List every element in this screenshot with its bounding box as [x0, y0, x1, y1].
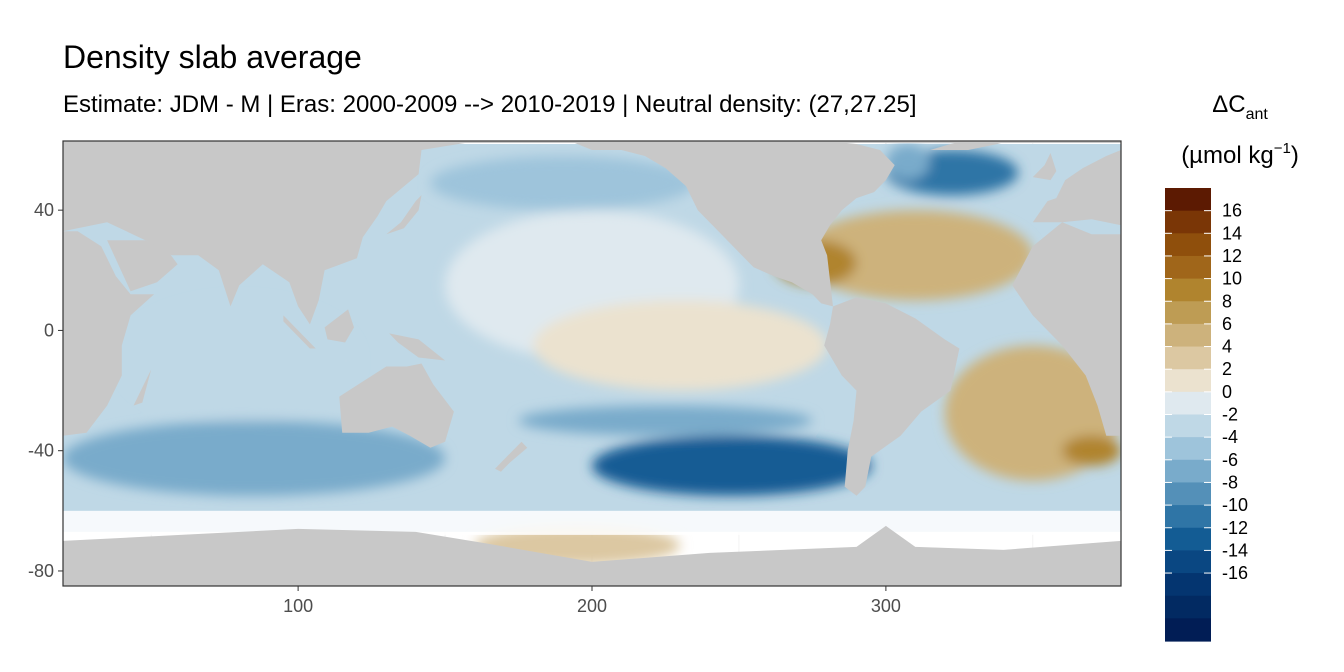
- legend-swatch: [1165, 278, 1211, 302]
- africa-shape: [63, 231, 155, 436]
- legend-label: 14: [1222, 223, 1242, 243]
- eurasia-shape: [63, 141, 478, 325]
- legend-label: -10: [1222, 495, 1248, 515]
- british-isles-shape: [1032, 153, 1057, 181]
- arctic-shape: [63, 141, 1121, 143]
- north-america-shape: [569, 141, 895, 307]
- iceland-shape: [992, 135, 1021, 141]
- legend-swatch: [1165, 505, 1211, 529]
- legend-swatch: [1165, 459, 1211, 484]
- legend-swatch: [1165, 618, 1211, 642]
- x-tick-label: 100: [283, 596, 313, 616]
- legend-swatch: [1165, 301, 1211, 325]
- legend-label: -12: [1222, 518, 1248, 538]
- legend-label: 10: [1222, 269, 1242, 289]
- legend-title-line1: ΔCant: [1212, 91, 1268, 123]
- y-tick-label: 40: [34, 200, 54, 220]
- legend-swatch: [1165, 391, 1211, 416]
- legend-swatch: [1165, 414, 1211, 438]
- sumatra-shape: [283, 315, 316, 349]
- greenland-shape: [930, 141, 1008, 150]
- region-patch: [885, 144, 930, 181]
- legend-swatch: [1165, 573, 1211, 597]
- region-patch: [63, 420, 446, 496]
- legend-colorbar: [1165, 188, 1211, 642]
- region-patch: [592, 435, 872, 496]
- legend-swatch: [1165, 369, 1211, 393]
- y-tick-label: -40: [28, 441, 54, 461]
- legend-label: -16: [1222, 563, 1248, 583]
- x-tick-label: 200: [577, 596, 607, 616]
- legend-label: 6: [1222, 314, 1232, 334]
- madagascar-shape: [133, 369, 152, 406]
- arabia-shape: [107, 240, 178, 292]
- legend-label: 2: [1222, 359, 1232, 379]
- legend-swatch: [1165, 346, 1211, 370]
- legend-swatch: [1165, 595, 1211, 619]
- x-tick-label: 300: [871, 596, 901, 616]
- region-patch: [518, 405, 813, 436]
- legend-swatch: [1165, 255, 1211, 280]
- legend-label: 8: [1222, 291, 1232, 311]
- legend-swatch: [1165, 482, 1211, 506]
- legend-label: -6: [1222, 450, 1238, 470]
- legend-swatch: [1165, 323, 1211, 348]
- legend-label: 12: [1222, 246, 1242, 266]
- australia-shape: [339, 363, 454, 448]
- legend-swatch: [1165, 527, 1211, 551]
- legend-title-line2: (µmol kg−1): [1181, 140, 1299, 169]
- region-patch: [533, 300, 828, 391]
- y-tick-label: -80: [28, 561, 54, 581]
- south-america-shape: [824, 297, 960, 496]
- chart-title: Density slab average: [63, 39, 362, 75]
- legend-swatch: [1165, 188, 1211, 212]
- y-tick-label: 0: [44, 320, 54, 340]
- legend-label: 0: [1222, 382, 1232, 402]
- no-data-band: [63, 510, 1121, 535]
- ocean-patches: [63, 144, 1121, 565]
- region-patch: [430, 156, 695, 211]
- antarctica-shape: [63, 525, 1121, 586]
- land-mask: [63, 135, 1121, 586]
- chart-subtitle: Estimate: JDM - M | Eras: 2000-2009 --> …: [63, 91, 917, 118]
- legend-label: -2: [1222, 405, 1238, 425]
- africa-east-shape: [1012, 222, 1121, 436]
- legend-swatch: [1165, 550, 1211, 574]
- x-axis: 100 200 300: [283, 586, 901, 616]
- legend-label: -14: [1222, 540, 1248, 560]
- region-patch: [1062, 435, 1121, 466]
- new-guinea-shape: [389, 333, 446, 361]
- legend-label: -8: [1222, 472, 1238, 492]
- legend-swatch: [1165, 210, 1211, 234]
- y-axis: 40 0 -40 -80: [28, 200, 63, 581]
- legend-label: 4: [1222, 337, 1232, 357]
- europe-shape: [1032, 150, 1121, 226]
- legend-label: -4: [1222, 427, 1238, 447]
- legend-swatch: [1165, 233, 1211, 257]
- map-panel: [62, 135, 1122, 587]
- legend-swatch: [1165, 437, 1211, 461]
- japan-shape: [386, 195, 422, 235]
- new-zealand-shape: [495, 441, 528, 472]
- borneo-shape: [324, 309, 354, 343]
- legend-label: 16: [1222, 201, 1242, 221]
- region-patch: [121, 300, 357, 421]
- region-patch: [797, 210, 1033, 301]
